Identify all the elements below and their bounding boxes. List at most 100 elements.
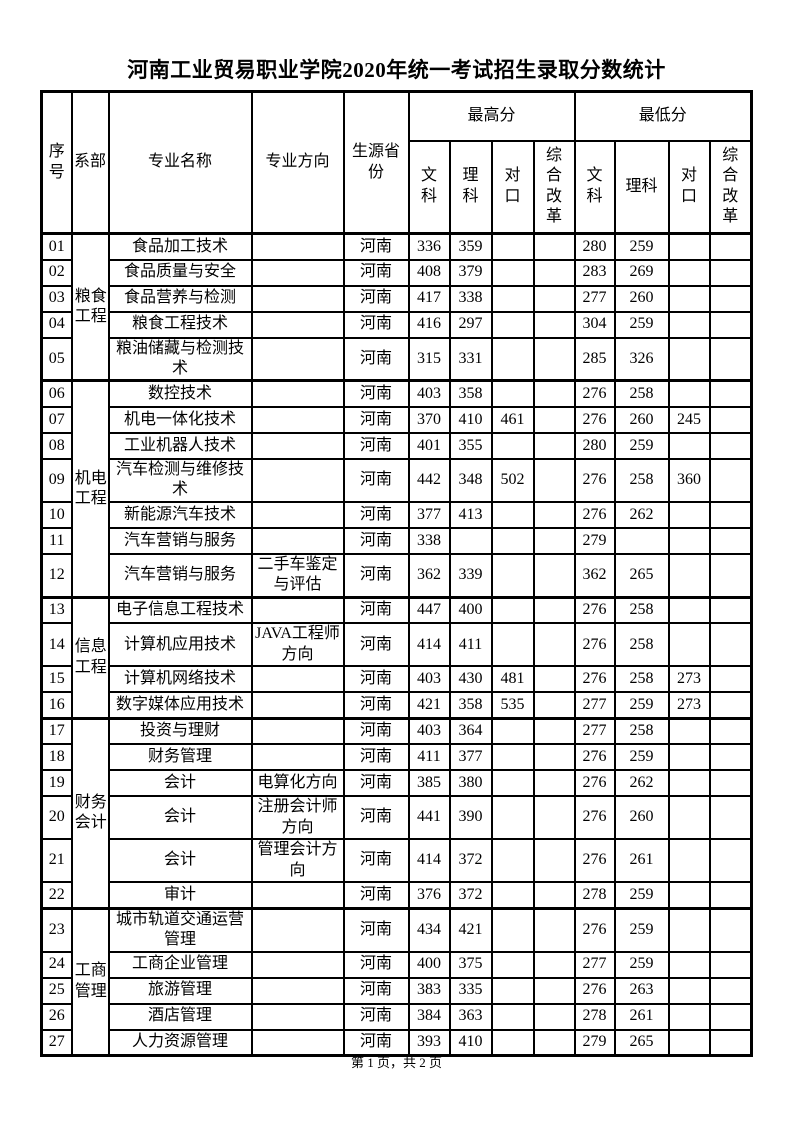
score-cell [667,838,711,884]
score-cell [490,232,535,261]
score-cell [490,284,535,313]
major-direction-cell [250,881,345,910]
score-cell: 277 [573,950,616,979]
score-cell: 273 [667,665,711,694]
score-cell: 259 [613,881,670,910]
score-cell [490,526,535,555]
score-cell: 259 [613,232,670,261]
major-direction-cell [250,976,345,1005]
score-cell: 411 [448,622,493,668]
major-direction-cell [250,310,345,339]
province-cell: 河南 [342,743,410,772]
major-direction-cell [250,232,345,261]
score-cell [613,526,670,555]
row-number-cell: 12 [40,552,73,599]
row-number-cell: 05 [40,336,73,382]
score-cell [490,552,535,599]
score-cell [532,716,576,746]
score-cell: 278 [573,1002,616,1031]
major-direction-cell [250,431,345,460]
major-name-cell: 会计 [107,769,253,798]
score-cell: 276 [573,665,616,694]
score-cell: 358 [448,379,493,408]
score-cell: 379 [448,258,493,287]
score-cell: 411 [407,743,451,772]
score-cell: 276 [573,795,616,841]
major-name-cell: 计算机网络技术 [107,665,253,694]
score-cell [667,881,711,910]
table-row: 17 财务会计 投资与理财 河南 403 364 277 258 [40,716,753,910]
table-row: 14 计算机应用技术 JAVA工程师方向 河南 414 411 276 258 [40,622,753,668]
score-cell: 276 [573,976,616,1005]
score-cell [708,457,753,503]
score-cell: 410 [448,1028,493,1057]
score-cell [490,1002,535,1031]
score-cell: 261 [613,1002,670,1031]
major-direction-cell [250,743,345,772]
score-cell: 262 [613,769,670,798]
row-number-cell: 26 [40,1002,73,1031]
major-direction-cell [250,500,345,529]
major-direction-cell [250,716,345,746]
score-cell: 315 [407,336,451,382]
major-direction-cell [250,691,345,720]
score-cell [667,552,711,599]
score-cell: 280 [573,232,616,261]
major-name-cell: 汽车营销与服务 [107,526,253,555]
score-cell [708,795,753,841]
department-label: 财务会计 [74,793,107,832]
col-header-max-zonghe: 综合改革 [532,139,576,235]
score-cell [532,691,576,720]
major-name-cell: 财务管理 [107,743,253,772]
score-cell: 258 [613,716,670,746]
col-header-dept: 系部 [70,90,110,235]
province-cell: 河南 [342,716,410,746]
score-cell: 258 [613,665,670,694]
major-name-cell: 人力资源管理 [107,1028,253,1057]
table-header: 序号 系部 专业名称 专业方向 生源省份 最高分 最低分 文科 理科 对口 综合… [40,90,753,235]
score-cell [490,950,535,979]
table-row: 04 粮食工程技术 河南 416 297 304 259 [40,310,753,339]
score-cell [708,526,753,555]
row-number-cell: 03 [40,284,73,313]
major-name-cell: 审计 [107,881,253,910]
page-footer: 第 1 页，共 2 页 [350,1055,442,1070]
score-cell: 269 [613,258,670,287]
table-row: 11 汽车营销与服务 河南 338 279 [40,526,753,555]
row-number-cell: 07 [40,405,73,434]
score-cell: 400 [448,595,493,625]
department-cell: 工商管理 [70,906,110,1057]
score-cell: 338 [407,526,451,555]
col-header-min-wenke: 文科 [573,139,616,235]
row-number-cell: 06 [40,379,73,408]
score-cell [532,595,576,625]
score-cell [532,457,576,503]
score-cell: 273 [667,691,711,720]
score-cell [448,526,493,555]
score-cell: 260 [613,284,670,313]
major-name-cell: 会计 [107,795,253,841]
score-cell [708,284,753,313]
department-cell: 机电工程 [70,379,110,599]
score-cell [532,258,576,287]
table-row: 22 审计 河南 376 372 278 259 [40,881,753,910]
row-number-cell: 20 [40,795,73,841]
score-cell: 280 [573,431,616,460]
score-cell [532,500,576,529]
col-header-max-wenke-label: 文科 [420,167,437,205]
score-cell: 265 [613,1028,670,1057]
score-cell [532,769,576,798]
score-cell: 258 [613,622,670,668]
department-label: 工商管理 [74,962,107,1000]
col-header-direction: 专业方向 [250,90,345,235]
score-cell [532,336,576,382]
table-row: 01 粮食工程 食品加工技术 河南 336 359 280 259 [40,231,753,382]
score-cell [532,405,576,434]
score-cell [708,838,753,884]
province-cell: 河南 [342,526,410,555]
table-body: 01 粮食工程 食品加工技术 河南 336 359 280 259 02 食品质量与安全 河南 408… [40,231,753,1057]
row-number-cell: 16 [40,691,73,720]
col-header-max-wenke: 文科 [407,139,451,235]
score-cell [490,310,535,339]
department-cell: 粮食工程 [70,231,110,382]
